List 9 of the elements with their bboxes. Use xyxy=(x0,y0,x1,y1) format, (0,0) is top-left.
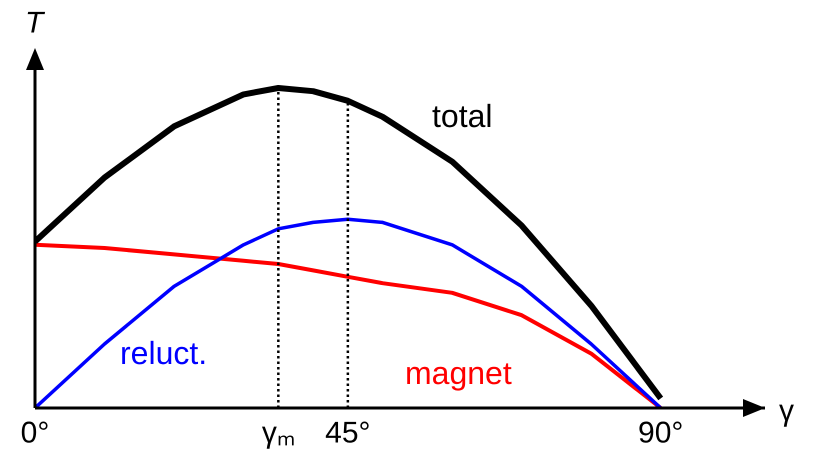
y-axis-title: T xyxy=(25,6,46,40)
series-label: magnet xyxy=(405,354,512,391)
x-axis-title: γ xyxy=(779,394,794,428)
x-tick-label: 90° xyxy=(638,416,684,450)
series-label: reluct. xyxy=(120,334,208,371)
x-tick-label: 45° xyxy=(325,416,371,450)
series-label: total xyxy=(432,98,492,134)
x-tick-label: γₘ xyxy=(262,416,295,450)
x-tick-label: 0° xyxy=(20,416,50,450)
